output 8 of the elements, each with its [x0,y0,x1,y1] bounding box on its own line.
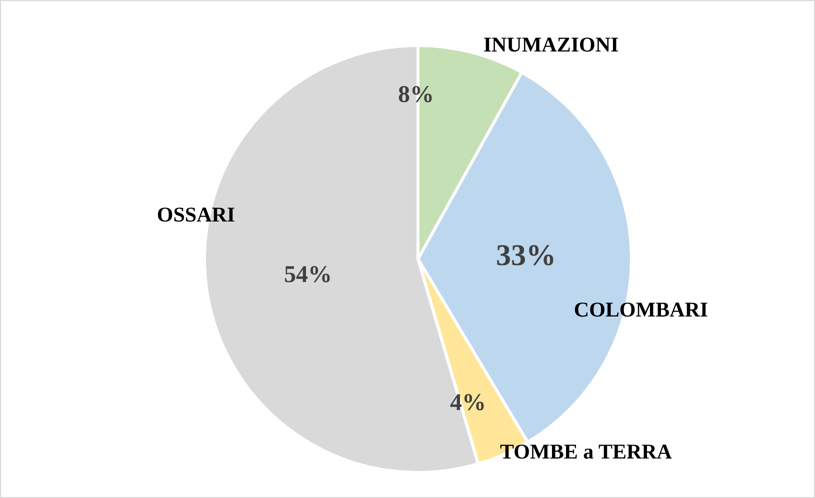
slice-label: COLOMBARI [574,297,708,322]
data-label: 8% [398,82,434,108]
slice-label: TOMBE a TERRA [500,439,673,464]
data-label: 33% [496,238,556,272]
data-label: 54% [284,262,332,288]
data-label: 4% [450,390,486,416]
slice-label: INUMAZIONI [483,32,619,56]
slice-label: OSSARI [156,202,236,226]
